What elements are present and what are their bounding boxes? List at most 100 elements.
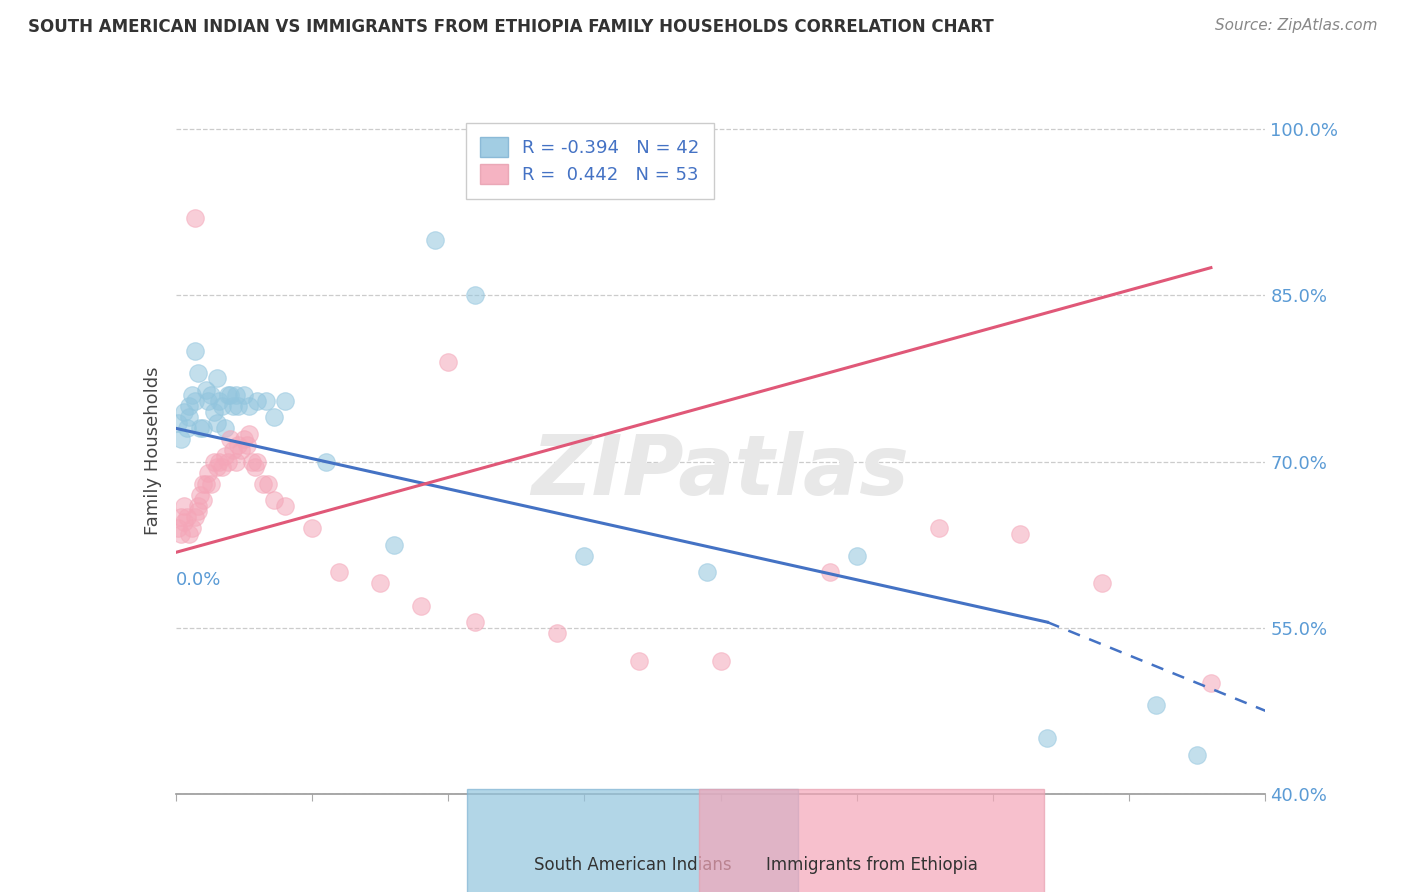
Text: SOUTH AMERICAN INDIAN VS IMMIGRANTS FROM ETHIOPIA FAMILY HOUSEHOLDS CORRELATION : SOUTH AMERICAN INDIAN VS IMMIGRANTS FROM…	[28, 18, 994, 36]
Point	[191, 493, 214, 508]
Point	[238, 399, 260, 413]
Point	[197, 393, 219, 408]
Point	[246, 454, 269, 468]
Point	[179, 410, 201, 425]
Point	[246, 393, 269, 408]
Point	[710, 654, 733, 668]
Point	[217, 388, 239, 402]
Point	[252, 476, 274, 491]
Legend: R = -0.394   N = 42, R =  0.442   N = 53: R = -0.394 N = 42, R = 0.442 N = 53	[465, 123, 714, 199]
Point	[186, 504, 209, 518]
Text: Source: ZipAtlas.com: Source: ZipAtlas.com	[1215, 18, 1378, 33]
Point	[194, 476, 217, 491]
Point	[228, 438, 250, 452]
Text: 0.0%: 0.0%	[176, 571, 221, 589]
Point	[845, 549, 868, 563]
Point	[437, 355, 460, 369]
Text: Immigrants from Ethiopia: Immigrants from Ethiopia	[766, 856, 977, 874]
Point	[574, 549, 596, 563]
Point	[225, 388, 247, 402]
Point	[184, 393, 207, 408]
Point	[170, 526, 193, 541]
Point	[208, 454, 231, 468]
Point	[368, 576, 391, 591]
Point	[546, 626, 568, 640]
Point	[328, 566, 350, 580]
Point	[211, 399, 233, 413]
Point	[167, 416, 190, 430]
Point	[200, 388, 222, 402]
Point	[263, 493, 285, 508]
Point	[257, 476, 280, 491]
Point	[225, 454, 247, 468]
Text: ZIPatlas: ZIPatlas	[531, 431, 910, 512]
Point	[188, 488, 211, 502]
Point	[228, 399, 250, 413]
Point	[191, 421, 214, 435]
Point	[191, 476, 214, 491]
Point	[181, 388, 204, 402]
Point	[208, 393, 231, 408]
Point	[173, 405, 195, 419]
Point	[219, 433, 242, 447]
Point	[176, 510, 198, 524]
Point	[1036, 731, 1059, 746]
Point	[222, 443, 245, 458]
Point	[205, 371, 228, 385]
Point	[217, 454, 239, 468]
Point	[696, 566, 718, 580]
Point	[179, 526, 201, 541]
Point	[200, 476, 222, 491]
Point	[170, 433, 193, 447]
Point	[202, 405, 225, 419]
Y-axis label: Family Households: Family Households	[143, 367, 162, 534]
Text: South American Indians: South American Indians	[534, 856, 731, 874]
Point	[186, 366, 209, 380]
Point	[274, 393, 297, 408]
Point	[202, 454, 225, 468]
Point	[315, 454, 337, 468]
Point	[1187, 748, 1209, 763]
Point	[254, 393, 277, 408]
Point	[184, 510, 207, 524]
Point	[173, 516, 195, 530]
Point	[464, 615, 486, 629]
Point	[464, 288, 486, 302]
Point	[301, 521, 323, 535]
Point	[818, 566, 841, 580]
Point	[176, 421, 198, 435]
Point	[240, 454, 263, 468]
Point	[188, 421, 211, 435]
Point	[211, 460, 233, 475]
Point	[1144, 698, 1167, 713]
Point	[235, 438, 257, 452]
Point	[205, 460, 228, 475]
Point	[219, 388, 242, 402]
Point	[167, 521, 190, 535]
Point	[1010, 526, 1032, 541]
Point	[232, 388, 254, 402]
Point	[184, 211, 207, 225]
Point	[184, 343, 207, 358]
Point	[627, 654, 650, 668]
Point	[197, 466, 219, 480]
Point	[214, 421, 236, 435]
Point	[1091, 576, 1114, 591]
Point	[186, 499, 209, 513]
Point	[423, 233, 446, 247]
Point	[222, 399, 245, 413]
Point	[205, 416, 228, 430]
Point	[232, 433, 254, 447]
Point	[170, 510, 193, 524]
Point	[409, 599, 432, 613]
Point	[274, 499, 297, 513]
Point	[928, 521, 950, 535]
Point	[214, 449, 236, 463]
Point	[173, 499, 195, 513]
Point	[238, 426, 260, 441]
Point	[382, 538, 405, 552]
Point	[231, 443, 253, 458]
Point	[243, 460, 266, 475]
Point	[181, 521, 204, 535]
Point	[194, 383, 217, 397]
